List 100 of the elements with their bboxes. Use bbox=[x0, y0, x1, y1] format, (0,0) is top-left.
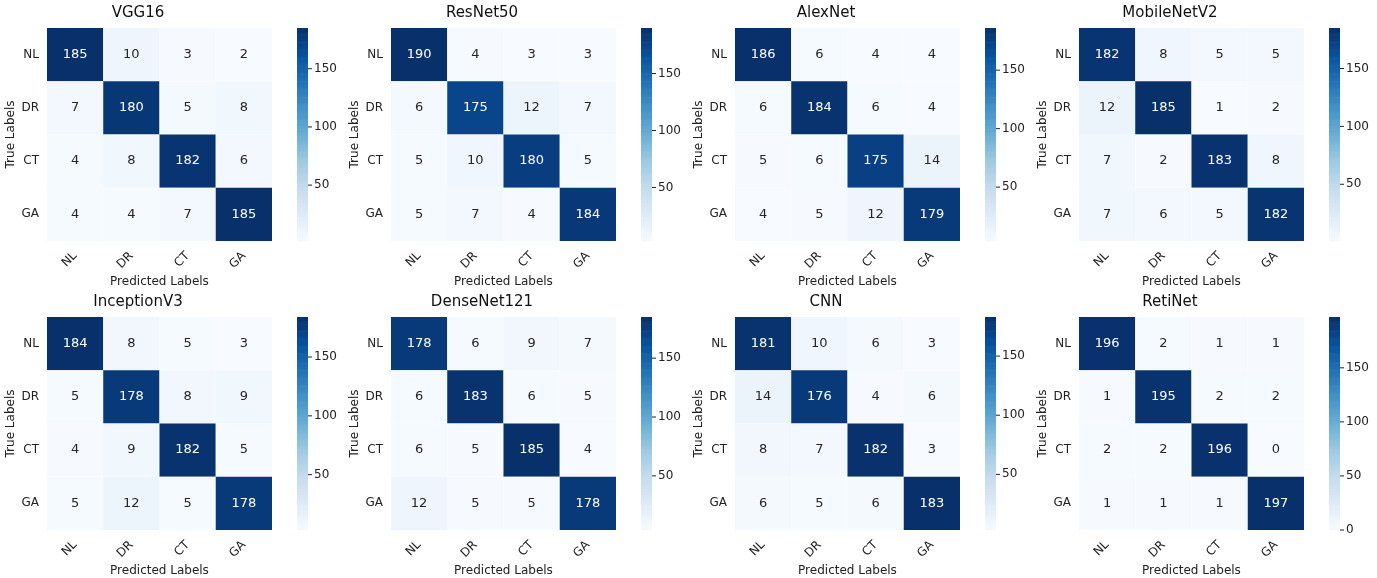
data-label: 6 bbox=[414, 388, 424, 404]
data-label: 4 bbox=[927, 99, 937, 115]
data-label: 2 bbox=[1159, 335, 1168, 350]
x-tick-label: CT bbox=[858, 537, 881, 559]
data-label: 4 bbox=[471, 46, 480, 61]
data-label: 178 bbox=[575, 494, 601, 510]
data-label: 4 bbox=[127, 205, 136, 221]
data-label: 6 bbox=[239, 152, 249, 168]
data-label: 185 bbox=[231, 205, 257, 221]
data-label: 190 bbox=[406, 46, 432, 61]
y-tick-label: CT bbox=[367, 153, 384, 168]
color-bar-label: 100 bbox=[1002, 120, 1025, 135]
data-label: 6 bbox=[1159, 205, 1168, 221]
data-label: 5 bbox=[815, 205, 824, 221]
data-label: 185 bbox=[519, 441, 545, 457]
data-label: 4 bbox=[927, 46, 937, 61]
data-label: 184 bbox=[575, 205, 601, 221]
y-axis-title: True Labels bbox=[347, 100, 362, 170]
data-label: 3 bbox=[183, 46, 192, 61]
data-label: 196 bbox=[1207, 441, 1233, 457]
color-bar-label: 150 bbox=[1346, 359, 1369, 374]
data-label: 5 bbox=[414, 152, 424, 168]
y-tick-label: NL bbox=[1055, 335, 1072, 350]
chart-title: DenseNet121 bbox=[430, 291, 534, 310]
color-bar-label: 50 bbox=[658, 179, 674, 194]
y-tick-label: NL bbox=[367, 46, 384, 61]
color-bar-label: 150 bbox=[658, 65, 681, 80]
data-label: 178 bbox=[406, 335, 432, 350]
color-bar-label: 100 bbox=[1346, 414, 1369, 428]
data-label: 4 bbox=[70, 152, 80, 168]
data-label: 183 bbox=[462, 388, 488, 404]
x-axis-title: Predicted Labels bbox=[798, 273, 897, 288]
data-label: 182 bbox=[1263, 205, 1289, 221]
data-label: 1 bbox=[1159, 494, 1168, 510]
color-bar-label: 150 bbox=[1002, 348, 1025, 363]
data-label: 5 bbox=[815, 494, 824, 510]
data-label: 4 bbox=[871, 46, 880, 61]
data-label: 6 bbox=[758, 494, 768, 510]
data-label: 8 bbox=[1159, 46, 1168, 61]
data-label: 5 bbox=[1215, 46, 1224, 61]
x-axis-title: Predicted Labels bbox=[454, 273, 553, 288]
data-label: 4 bbox=[70, 441, 80, 457]
data-label: 7 bbox=[1102, 205, 1112, 221]
data-label: 4 bbox=[70, 205, 80, 221]
x-tick-label: NL bbox=[58, 248, 80, 270]
x-tick-label: CT bbox=[514, 537, 537, 559]
color-bar-label: 0 bbox=[1346, 522, 1354, 537]
data-label: 6 bbox=[815, 46, 824, 61]
x-tick-label: NL bbox=[58, 537, 80, 559]
data-label: 5 bbox=[1271, 46, 1281, 61]
data-label: 6 bbox=[414, 99, 424, 115]
y-axis-title: True Labels bbox=[3, 389, 18, 459]
data-label: 6 bbox=[871, 335, 880, 350]
data-label: 3 bbox=[239, 335, 249, 350]
y-axis-title: True Labels bbox=[1035, 389, 1050, 459]
data-label: 8 bbox=[127, 152, 136, 168]
data-label: 14 bbox=[754, 388, 772, 404]
x-tick-label: CT bbox=[170, 248, 193, 270]
data-label: 1 bbox=[1102, 494, 1112, 510]
data-label: 9 bbox=[527, 335, 536, 350]
data-label: 6 bbox=[414, 441, 424, 457]
y-tick-label: GA bbox=[365, 206, 384, 221]
x-tick-label: CT bbox=[1202, 248, 1225, 270]
data-label: 176 bbox=[806, 388, 832, 404]
data-label: 2 bbox=[1271, 388, 1281, 404]
color-bar-label: 100 bbox=[314, 407, 337, 422]
y-tick-label: CT bbox=[23, 153, 40, 168]
data-label: 12 bbox=[410, 494, 428, 510]
x-tick-label: DR bbox=[1145, 248, 1168, 271]
x-axis-title: Predicted Labels bbox=[1142, 273, 1241, 288]
data-label: 182 bbox=[175, 152, 201, 168]
y-tick-label: NL bbox=[711, 335, 728, 350]
chart-title: CNN bbox=[809, 291, 843, 310]
y-tick-label: GA bbox=[1053, 495, 1072, 510]
data-label: 183 bbox=[919, 494, 945, 510]
y-tick-label: NL bbox=[1055, 46, 1072, 61]
x-tick-label: DR bbox=[457, 248, 480, 271]
data-label: 181 bbox=[750, 335, 776, 350]
data-label: 5 bbox=[239, 441, 249, 457]
data-label: 1 bbox=[1271, 335, 1281, 350]
x-tick-label: CT bbox=[170, 537, 193, 559]
y-tick-label: CT bbox=[23, 442, 40, 457]
data-label: 12 bbox=[1098, 99, 1116, 115]
data-label: 184 bbox=[62, 335, 88, 350]
x-tick-label: NL bbox=[746, 537, 768, 559]
y-tick-label: NL bbox=[23, 335, 40, 350]
y-tick-label: NL bbox=[367, 335, 384, 350]
data-label: 1 bbox=[1102, 388, 1112, 404]
y-tick-label: GA bbox=[1053, 206, 1072, 221]
color-bar-label: 50 bbox=[314, 177, 330, 192]
color-bar-label: 50 bbox=[1002, 466, 1018, 481]
y-tick-label: CT bbox=[1055, 442, 1072, 457]
data-label: 2 bbox=[1271, 99, 1281, 115]
data-label: 7 bbox=[471, 205, 480, 221]
y-tick-label: DR bbox=[709, 100, 727, 114]
x-tick-label: GA bbox=[1257, 536, 1281, 560]
color-bar-label: 50 bbox=[1002, 179, 1018, 194]
y-tick-label: CT bbox=[711, 442, 728, 457]
data-label: 12 bbox=[523, 99, 540, 115]
x-tick-label: DR bbox=[113, 537, 136, 560]
